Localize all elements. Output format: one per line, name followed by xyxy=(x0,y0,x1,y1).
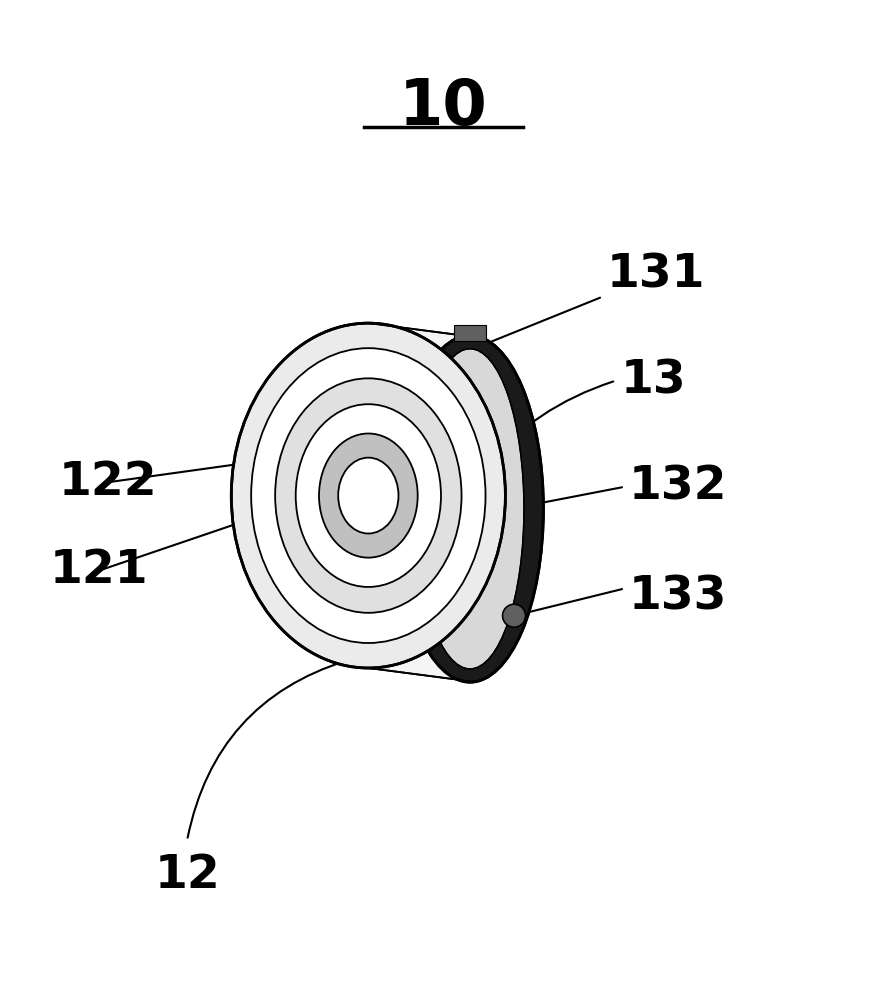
Polygon shape xyxy=(368,323,536,681)
Text: 13: 13 xyxy=(619,358,685,403)
Circle shape xyxy=(502,604,525,627)
Text: 131: 131 xyxy=(606,252,704,297)
Ellipse shape xyxy=(251,348,485,643)
Text: 12: 12 xyxy=(154,853,220,898)
Text: 10: 10 xyxy=(399,76,487,138)
Text: 132: 132 xyxy=(628,464,727,509)
Ellipse shape xyxy=(396,336,543,682)
Ellipse shape xyxy=(231,323,505,668)
Ellipse shape xyxy=(319,434,417,558)
Text: 121: 121 xyxy=(50,548,149,593)
Ellipse shape xyxy=(275,378,461,613)
Ellipse shape xyxy=(338,458,398,534)
Text: 133: 133 xyxy=(628,575,727,620)
Ellipse shape xyxy=(295,404,440,587)
Text: 122: 122 xyxy=(58,460,158,505)
Bar xyxy=(454,325,486,341)
Ellipse shape xyxy=(416,349,524,669)
